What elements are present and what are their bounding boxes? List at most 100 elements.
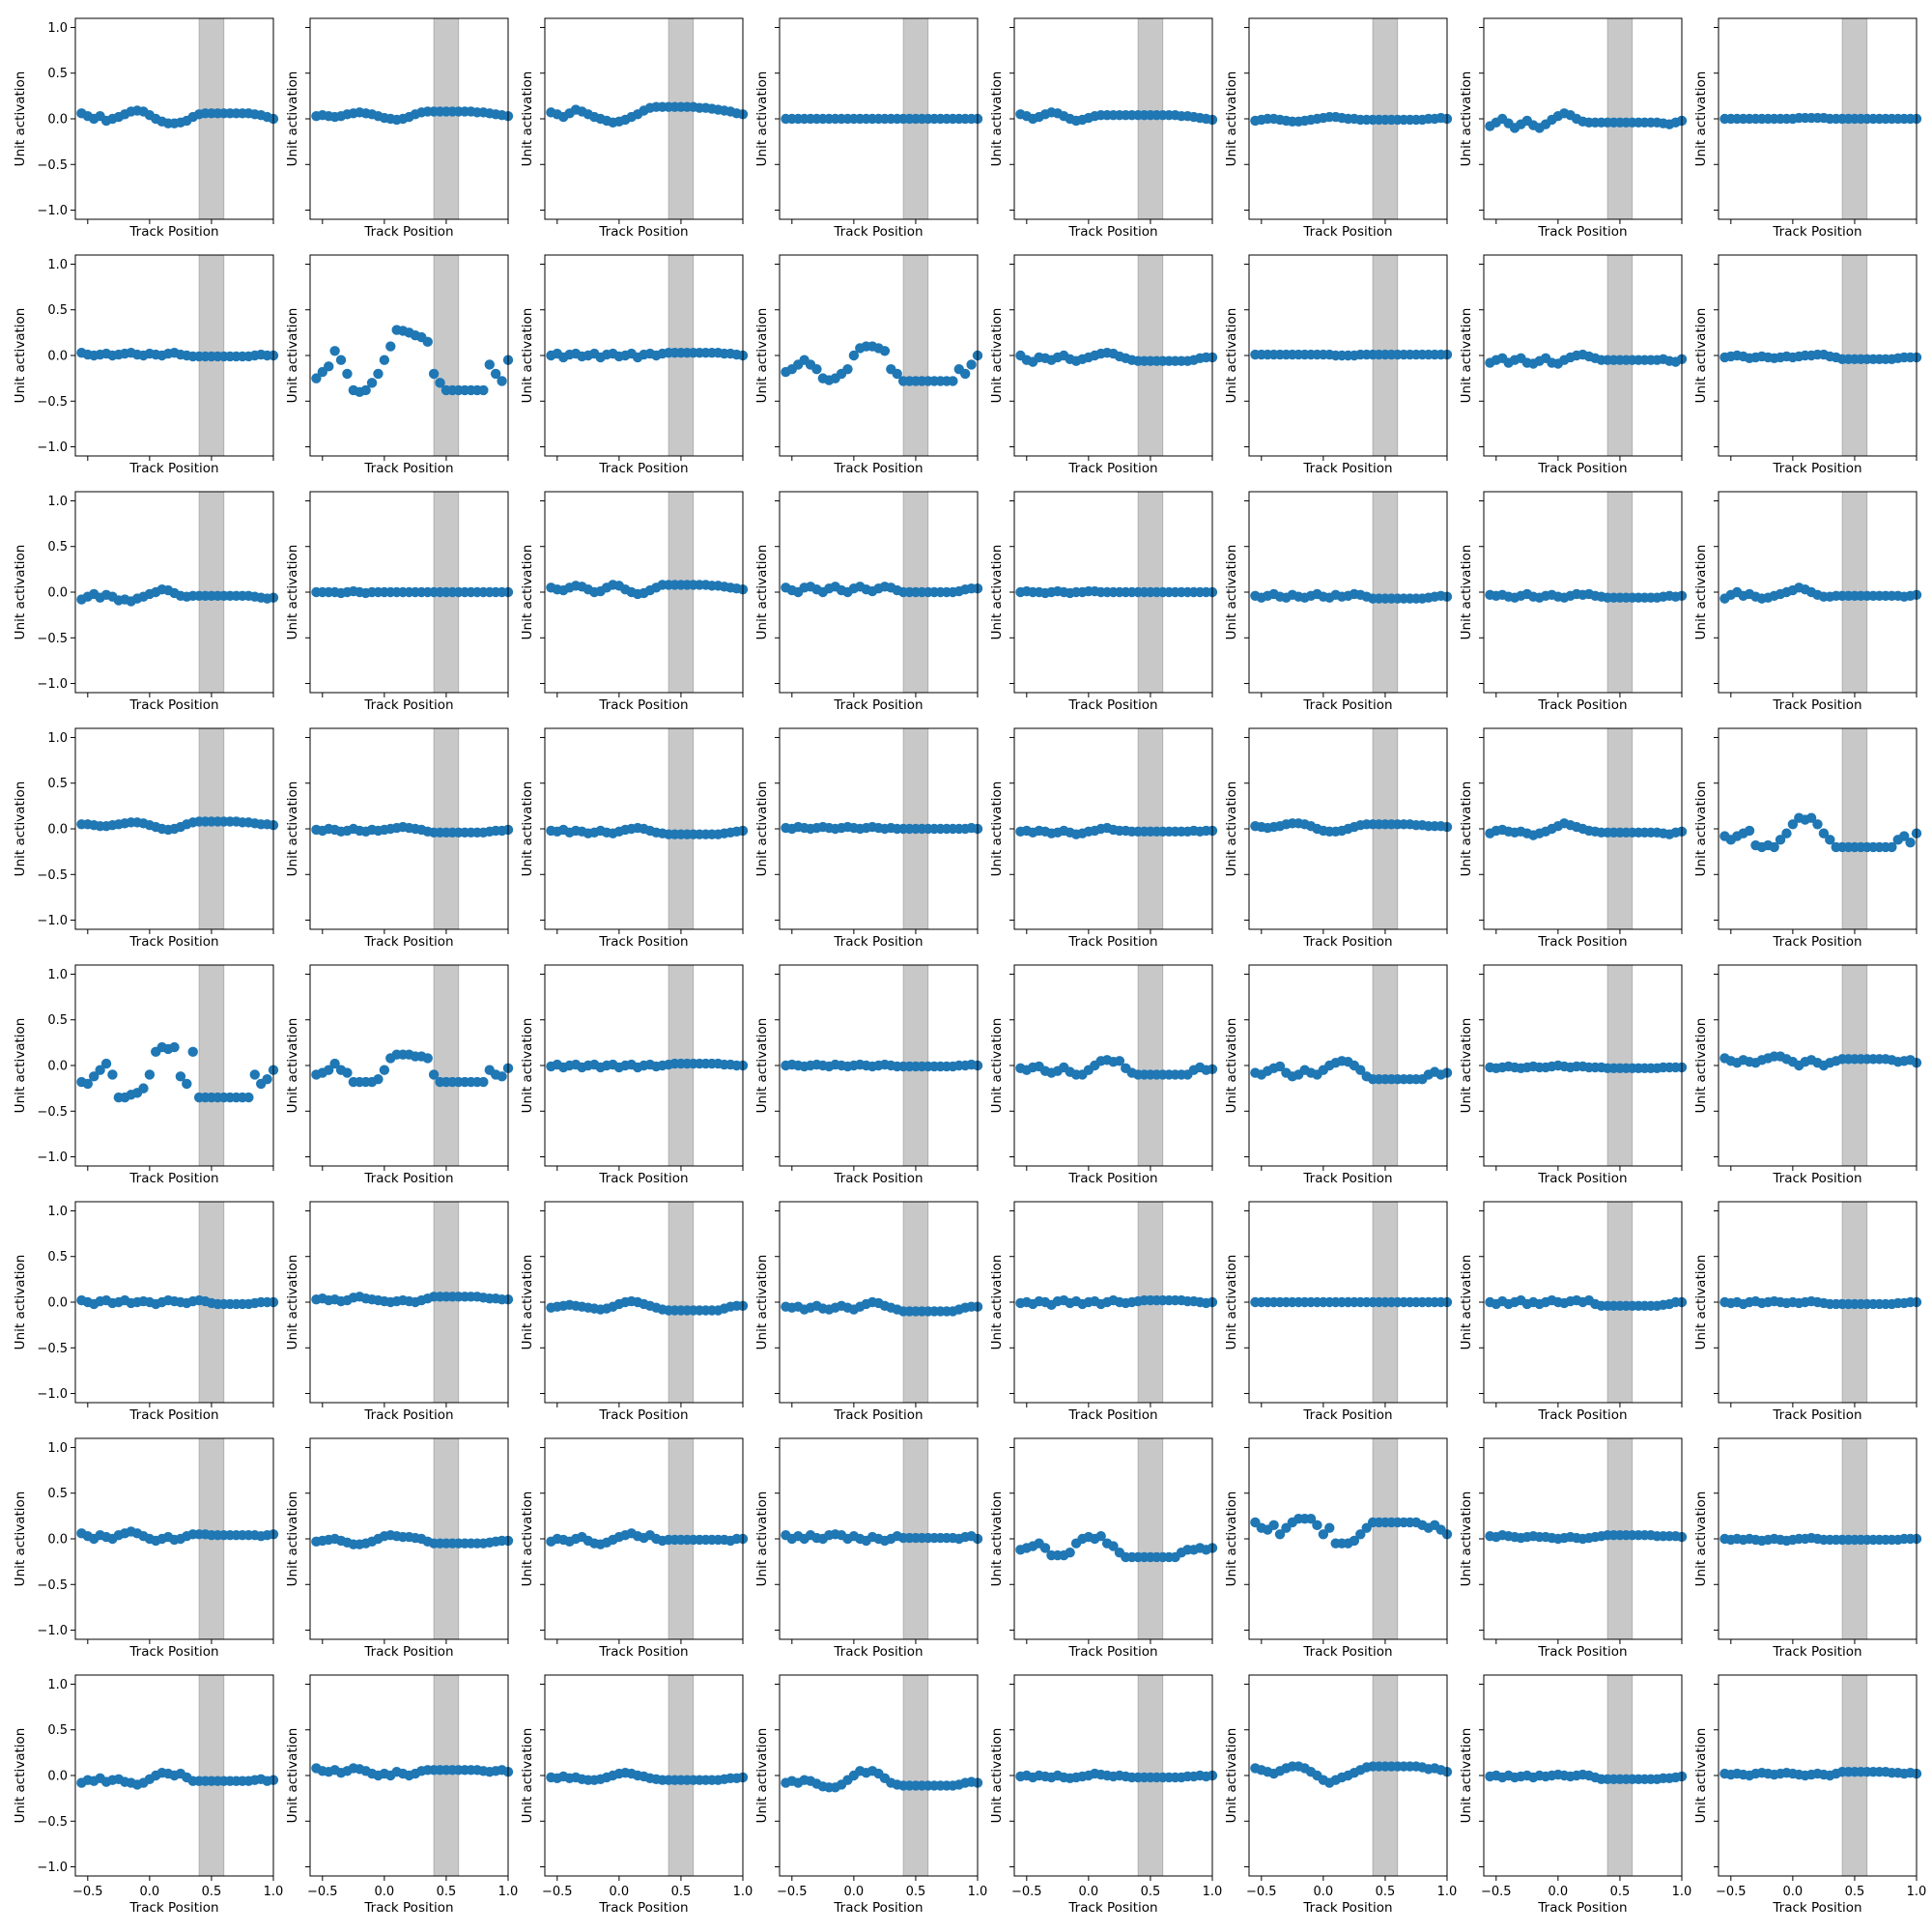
data-point	[324, 361, 334, 372]
data-point	[1095, 1530, 1106, 1542]
x-tick-label: −0.5	[72, 1885, 103, 1899]
subplot-r7-c4: Track Position Unit activation	[754, 1437, 983, 1660]
y-axis-label: Unit activation	[1459, 545, 1474, 640]
shaded-region	[668, 491, 695, 694]
x-axis-label: Track Position	[598, 697, 688, 713]
shaded-region	[1841, 727, 1868, 930]
shaded-region	[1841, 964, 1868, 1167]
y-axis-label: Unit activation	[754, 1255, 770, 1350]
x-axis-label: Track Position	[1067, 697, 1157, 713]
subplot-r8-c1: 1.0 0.5 0.0 −0.5 −1.0 −0.5 0.0 0.5 1.0 Track Posi…	[13, 1674, 284, 1916]
subplot-r3-c3: Track Position Unit activation	[520, 491, 749, 713]
x-axis-label: Track Position	[1302, 461, 1392, 476]
x-tick-label: 1.0	[264, 1885, 284, 1899]
y-tick-label: 1.0	[47, 495, 68, 509]
x-axis-label: Track Position	[598, 1900, 688, 1916]
shaded-region	[1372, 491, 1399, 694]
shaded-region	[1372, 1437, 1399, 1640]
data-point	[342, 1067, 353, 1078]
y-axis-label: Unit activation	[285, 781, 300, 877]
data-point	[1805, 812, 1817, 823]
y-axis-label: Unit activation	[989, 545, 1005, 640]
subplot-r4-c2: Track Position Unit activation	[285, 727, 514, 950]
data-point	[243, 1092, 254, 1103]
subplot-r1-c8: Track Position Unit activation	[1693, 17, 1922, 240]
y-tick-label: −1.0	[37, 204, 68, 218]
shaded-region	[902, 254, 929, 457]
x-tick-label: −0.5	[542, 1885, 573, 1899]
data-point	[360, 384, 371, 396]
y-axis-label: Unit activation	[989, 1728, 1005, 1824]
data-point	[966, 359, 977, 370]
y-tick-label: 1.0	[47, 258, 68, 272]
x-tick-label: 0.0	[375, 1885, 395, 1899]
y-axis-label: Unit activation	[1459, 781, 1474, 877]
x-axis-label: Track Position	[363, 934, 453, 950]
x-axis-label: Track Position	[1772, 697, 1861, 713]
y-tick-label: 1.0	[47, 1678, 68, 1692]
data-point	[89, 1071, 99, 1082]
y-tick-label: −1.0	[37, 1624, 68, 1638]
x-axis-label: Track Position	[128, 1644, 218, 1660]
x-axis-label: Track Position	[363, 1171, 453, 1186]
y-axis-label: Unit activation	[285, 308, 300, 404]
x-axis-label: Track Position	[1772, 224, 1861, 240]
y-tick-label: −1.0	[37, 914, 68, 928]
y-axis-label: Unit activation	[989, 1492, 1005, 1587]
y-tick-label: 1.0	[47, 21, 68, 36]
subplot-r2-c3: Track Position Unit activation	[520, 254, 749, 476]
data-point	[1355, 1065, 1366, 1075]
y-axis-label: Unit activation	[1224, 308, 1239, 404]
y-tick-label: 0.0	[47, 586, 68, 601]
x-axis-label: Track Position	[1067, 934, 1157, 950]
x-axis-label: Track Position	[1302, 1407, 1392, 1423]
y-tick-label: 0.5	[47, 1013, 68, 1028]
data-point	[187, 1046, 198, 1058]
y-axis-label: Unit activation	[1224, 1018, 1239, 1114]
data-point	[1065, 1547, 1075, 1558]
y-axis-label: Unit activation	[1224, 1728, 1239, 1824]
x-axis-label: Track Position	[1302, 1644, 1392, 1660]
subplot-r3-c7: Track Position Unit activation	[1459, 491, 1688, 713]
data-point	[1775, 835, 1786, 845]
x-axis-label: Track Position	[1772, 1407, 1861, 1423]
y-tick-label: −1.0	[37, 1387, 68, 1402]
y-axis-label: Unit activation	[989, 308, 1005, 404]
x-tick-label: 0.5	[1376, 1885, 1396, 1899]
data-point	[892, 368, 902, 380]
y-tick-label: −0.5	[37, 1105, 68, 1120]
subplot-r6-c3: Track Position Unit activation	[520, 1201, 749, 1423]
shaded-region	[668, 727, 695, 930]
y-axis-label: Unit activation	[285, 71, 300, 167]
subplot-r5-c6: Track Position Unit activation	[1224, 964, 1453, 1186]
x-tick-label: 1.0	[1672, 1885, 1692, 1899]
data-point	[484, 359, 495, 370]
y-axis-label: Unit activation	[989, 781, 1005, 877]
subplot-r1-c6: Track Position Unit activation	[1224, 17, 1453, 240]
data-point	[95, 1065, 105, 1075]
data-point	[329, 1058, 340, 1069]
y-tick-label: 1.0	[47, 968, 68, 982]
subplot-r7-c1: 1.0 0.5 0.0 −0.5 −1.0 Track Position Unit acti…	[13, 1437, 279, 1660]
x-tick-label: 1.0	[733, 1885, 753, 1899]
y-axis-label: Unit activation	[1224, 781, 1239, 877]
y-tick-label: −1.0	[37, 440, 68, 455]
data-point	[1744, 825, 1755, 837]
x-axis-label: Track Position	[1537, 1644, 1627, 1660]
y-axis-label: Unit activation	[520, 308, 535, 404]
data-point	[422, 1053, 433, 1064]
data-point	[1349, 1535, 1360, 1547]
x-axis-label: Track Position	[598, 224, 688, 240]
x-axis-label: Track Position	[833, 1171, 923, 1186]
subplot-r5-c5: Track Position Unit activation	[989, 964, 1218, 1186]
data-point	[1274, 1061, 1286, 1072]
y-axis-label: Unit activation	[1693, 1492, 1709, 1587]
x-axis-label: Track Position	[1772, 1644, 1861, 1660]
x-tick-label: 0.5	[671, 1885, 692, 1899]
x-tick-label: −0.5	[1246, 1885, 1277, 1899]
y-axis-label: Unit activation	[1693, 545, 1709, 640]
subplot-r5-c7: Track Position Unit activation	[1459, 964, 1688, 1186]
x-axis-label: Track Position	[128, 224, 218, 240]
x-axis-label: Track Position	[833, 1407, 923, 1423]
y-axis-label: Unit activation	[1459, 71, 1474, 167]
